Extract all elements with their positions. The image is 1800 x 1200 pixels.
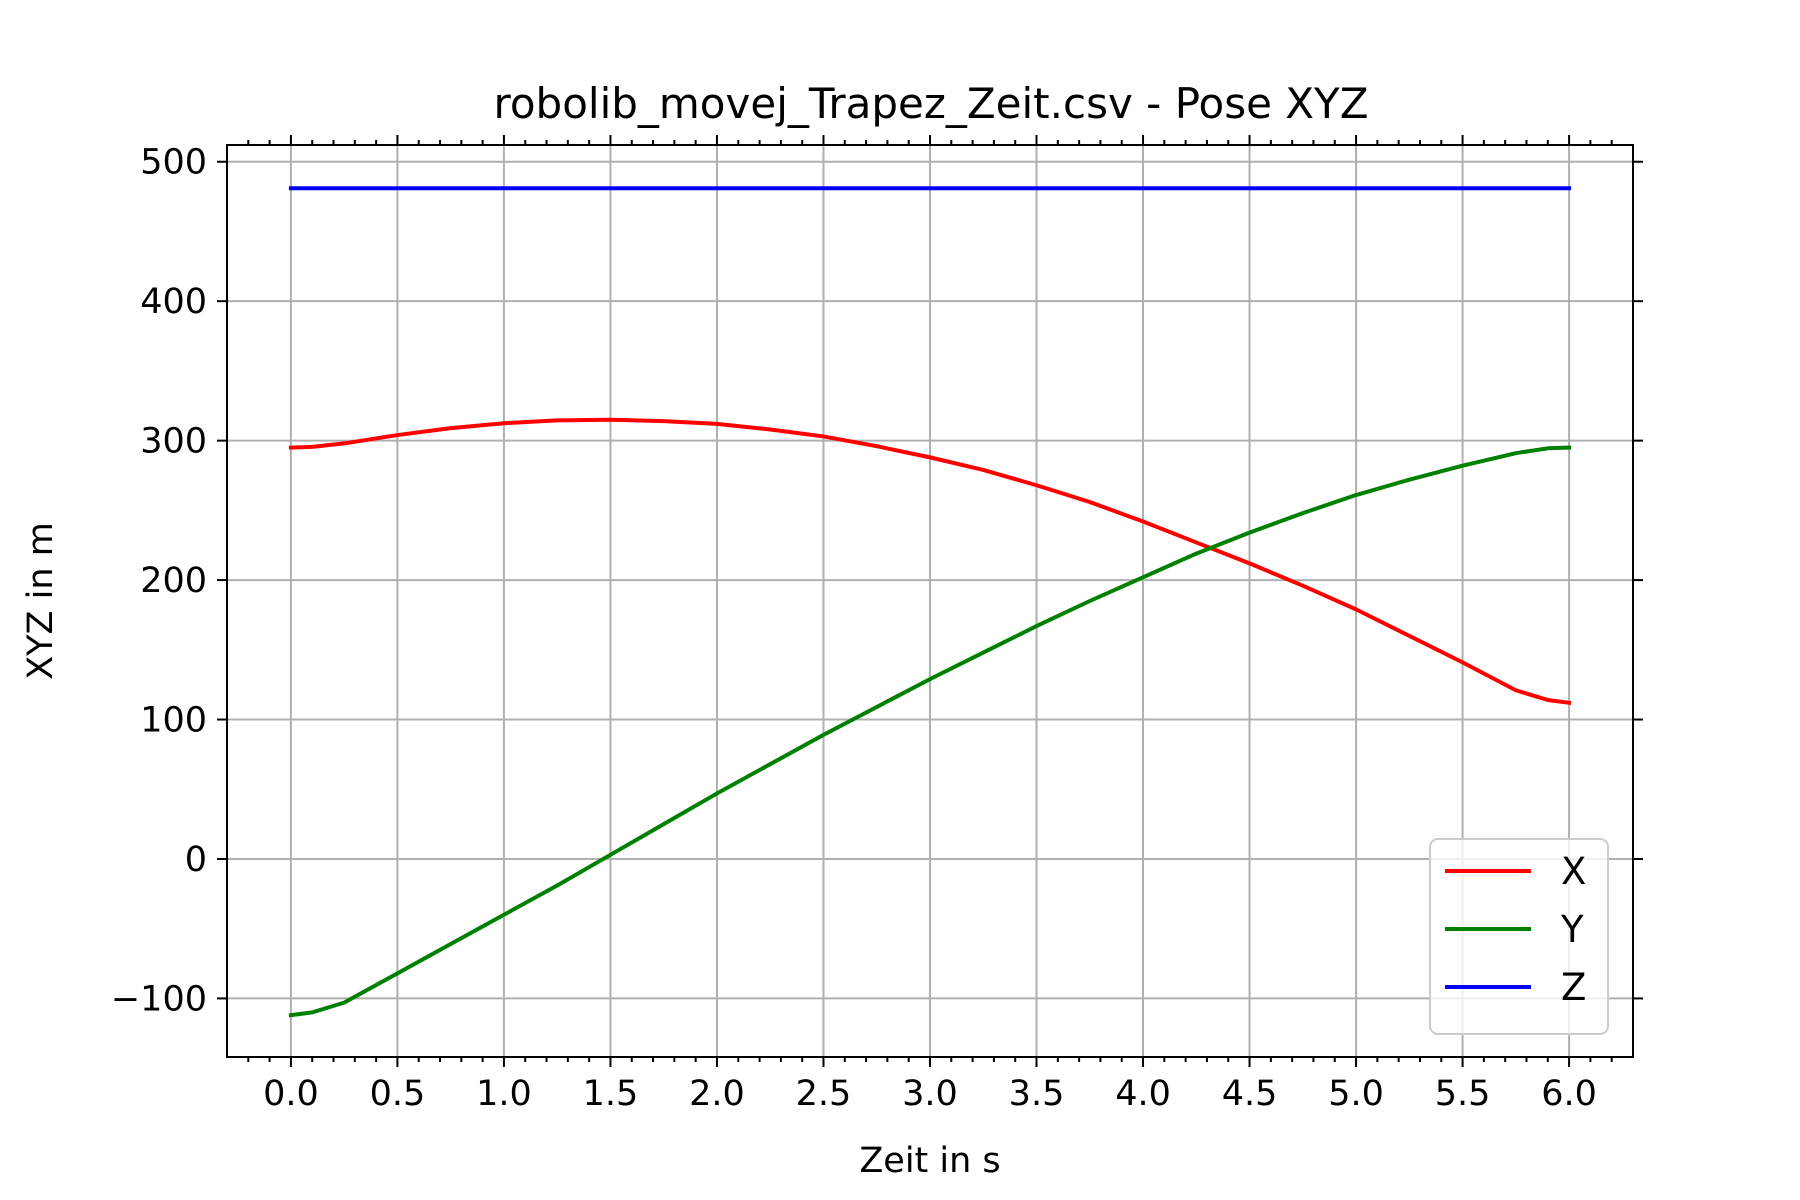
y-tick-label: 0 — [185, 840, 207, 880]
y-tick-label: 100 — [140, 701, 207, 741]
x-tick-label: 1.0 — [476, 1074, 532, 1114]
x-tick-label: 0.5 — [370, 1074, 426, 1114]
x-tick-label: 2.5 — [796, 1074, 852, 1114]
x-tick-label: 2.0 — [689, 1074, 745, 1114]
y-tick-label: 200 — [140, 561, 207, 601]
x-tick-label: 0.0 — [263, 1074, 319, 1114]
series-line-y — [288, 445, 1572, 1018]
x-tick-label: 5.5 — [1435, 1074, 1491, 1114]
x-tick-label: 4.0 — [1115, 1074, 1171, 1114]
series-line-x — [288, 417, 1572, 706]
y-tick-label: 400 — [140, 282, 207, 322]
legend-label-z: Z — [1561, 966, 1586, 1009]
legend: XYZ — [1429, 838, 1609, 1035]
x-tick-label: 6.0 — [1541, 1074, 1597, 1114]
x-tick-label: 5.0 — [1328, 1074, 1384, 1114]
chart-title: robolib_movej_Trapez_Zeit.csv - Pose XYZ — [494, 79, 1369, 128]
series-lines — [288, 186, 1572, 1018]
x-tick-label: 4.5 — [1222, 1074, 1278, 1114]
x-tick-label: 3.5 — [1009, 1074, 1065, 1114]
axis-ticks: 0.0 0.5 1.0 1.5 2.0 2.5 3.0 3.5 4.0 4.5 5.0 5.5 6.0 −… — [111, 135, 1643, 1114]
y-tick-label: 300 — [140, 422, 207, 462]
x-axis-label: Zeit in s — [859, 1141, 1000, 1181]
grid-lines — [227, 145, 1633, 1057]
x-tick-label: 1.5 — [583, 1074, 639, 1114]
y-tick-label: 500 — [140, 143, 207, 183]
y-tick-label: −100 — [111, 979, 207, 1019]
legend-label-x: X — [1561, 850, 1586, 893]
legend-label-y: Y — [1560, 908, 1584, 951]
y-axis-label: XYZ in m — [21, 522, 61, 680]
x-tick-label: 3.0 — [902, 1074, 958, 1114]
